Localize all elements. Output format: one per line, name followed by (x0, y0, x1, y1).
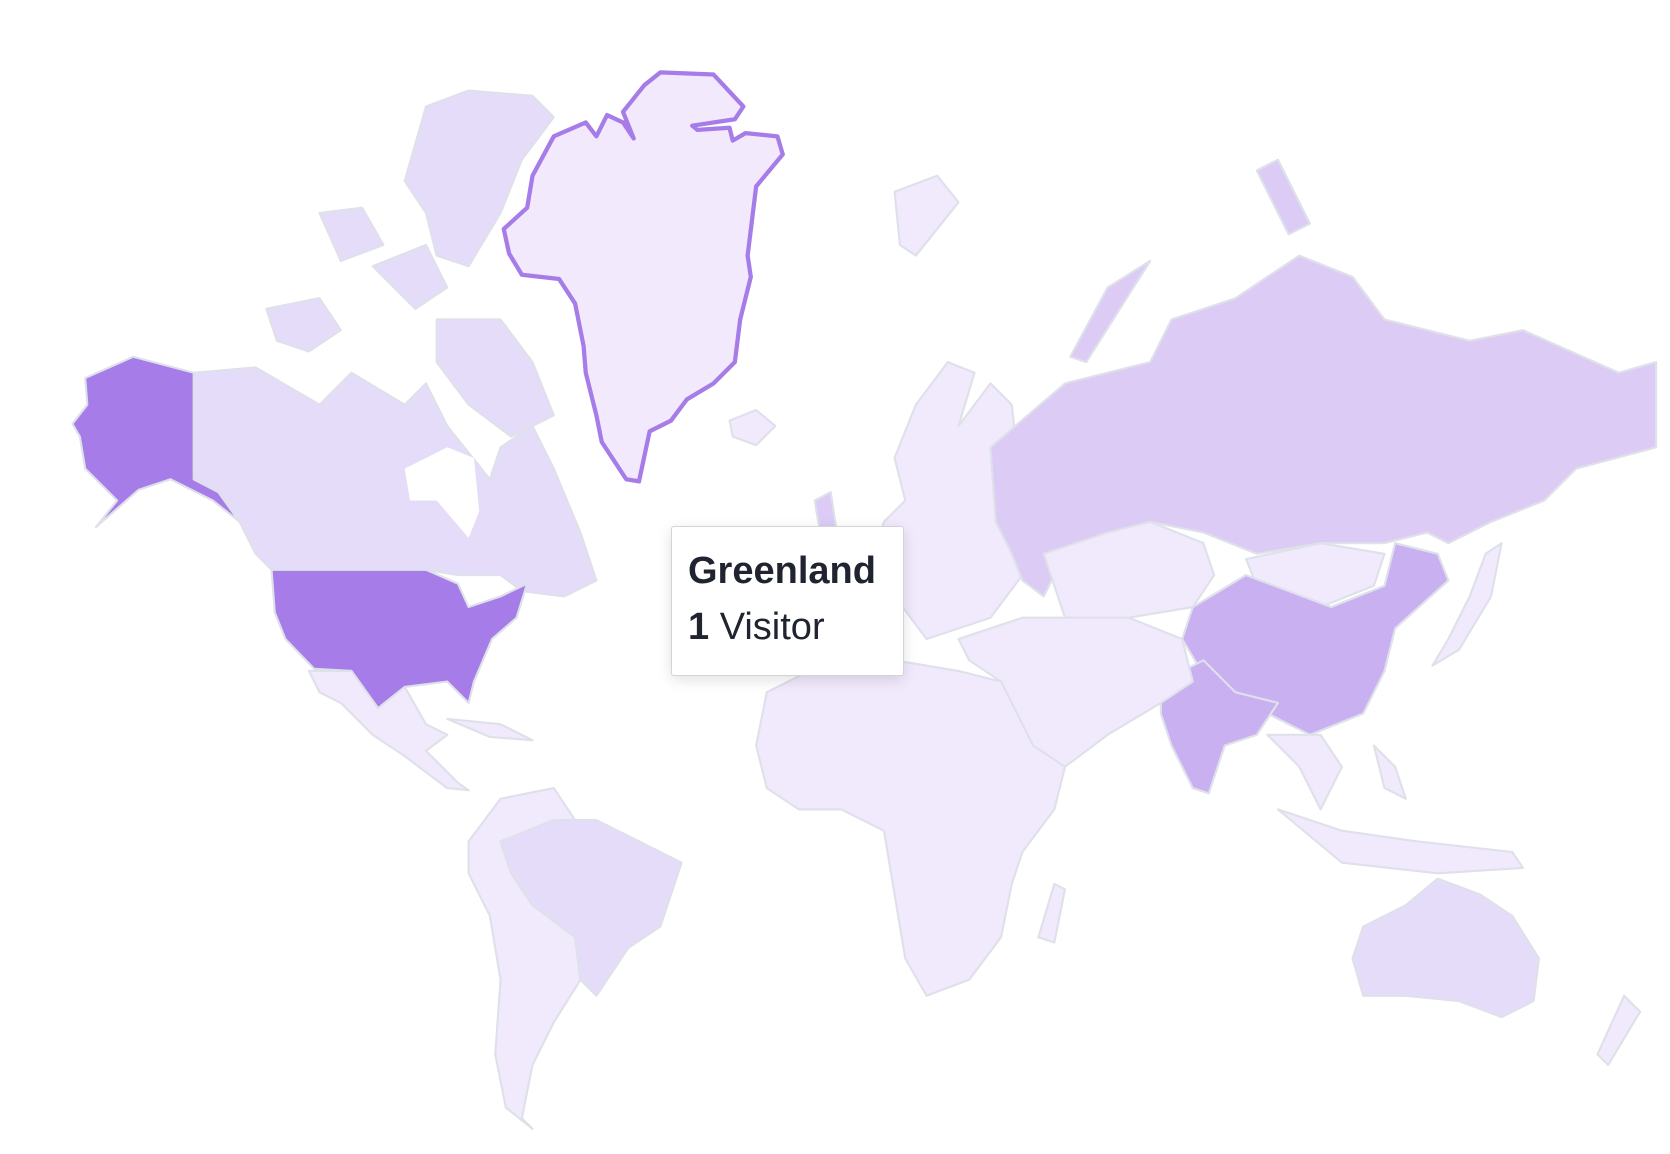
country-usa[interactable] (270, 568, 529, 710)
country-iceland[interactable] (728, 408, 777, 447)
country-new-zealand[interactable] (1596, 994, 1642, 1067)
country-madagascar[interactable] (1037, 882, 1067, 944)
tooltip-visitor-line: 1 Visitor (688, 603, 887, 651)
country-australia[interactable] (1351, 877, 1540, 1019)
hudson-bay (404, 447, 480, 538)
country-arctic-island[interactable] (265, 297, 342, 353)
country-greenland[interactable] (501, 70, 785, 484)
country-novaya-zemlya[interactable] (1069, 259, 1152, 364)
country-svalbard[interactable] (893, 174, 960, 257)
country-arctic-island[interactable] (403, 89, 555, 268)
country-japan[interactable] (1431, 542, 1503, 667)
country-southeast-asia[interactable] (1266, 733, 1343, 811)
country-arctic-island[interactable] (371, 243, 449, 310)
country-arctic-island[interactable] (318, 206, 385, 262)
country-canada[interactable] (192, 366, 598, 598)
country-africa[interactable] (755, 659, 1067, 997)
map-tooltip: Greenland 1 Visitor (671, 526, 904, 676)
country-caribbean[interactable] (446, 717, 534, 742)
country-europe[interactable] (872, 361, 1024, 641)
tooltip-country-name: Greenland (688, 550, 876, 592)
country-brazil[interactable] (499, 818, 683, 997)
country-arctic-island[interactable] (435, 318, 555, 438)
country-indonesia[interactable] (1276, 808, 1525, 875)
country-mexico-central-america[interactable] (307, 669, 470, 792)
country-philippines[interactable] (1372, 744, 1407, 800)
country-franz-josef[interactable] (1255, 158, 1312, 236)
country-india[interactable] (1159, 659, 1280, 795)
tooltip-visitor-count: 1 (688, 606, 710, 648)
country-middle-east[interactable] (957, 616, 1194, 768)
tooltip-visitor-unit: Visitor (719, 606, 825, 648)
